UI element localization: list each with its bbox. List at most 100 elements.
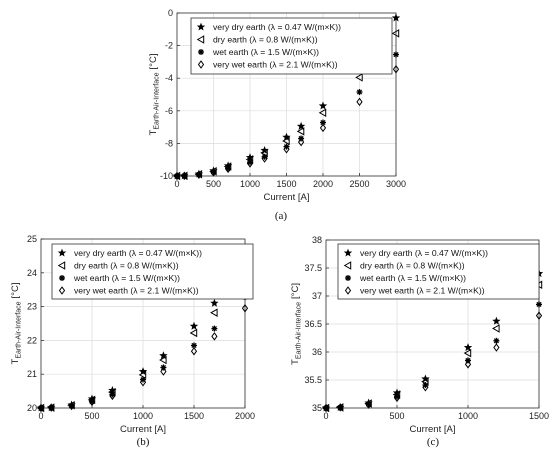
y-tick-label: -10 <box>160 171 173 181</box>
asterisk-core <box>49 406 53 410</box>
y-tick-label: 0 <box>168 8 173 18</box>
data-point-triangle-left <box>138 370 147 380</box>
panel-caption: (a) <box>275 210 288 222</box>
data-point-diamond <box>493 343 500 352</box>
asterisk-core <box>212 170 215 174</box>
x-tick-label: 2000 <box>235 411 255 421</box>
data-point-diamond <box>337 403 344 412</box>
legend-marker-star <box>343 248 353 257</box>
legend: very dry earth (λ = 0.47 W/(m×K)) dry ear… <box>190 17 393 75</box>
data-point-asterisk <box>211 325 218 332</box>
legend-box <box>190 17 393 75</box>
x-axis-label: Current [A] <box>264 192 310 203</box>
x-tick-label: 1500 <box>184 411 204 421</box>
data-point-diamond <box>319 123 327 133</box>
legend-entry: very dry earth (λ = 0.47 W/(m×K)) <box>360 248 488 258</box>
asterisk-core <box>213 327 216 330</box>
data-point-asterisk <box>393 51 399 58</box>
data-point-triangle-left <box>318 108 327 118</box>
data-point-diamond <box>365 400 372 409</box>
asterisk-core <box>197 173 201 176</box>
legend-marker-asterisk <box>59 275 65 281</box>
legend-entry: dry earth (λ = 0.8 W/(m×K)) <box>213 35 318 45</box>
y-axis-label-subscript: Earth-Air-Interface <box>296 302 303 359</box>
legend-entry: very wet earth (λ = 2.1 W/(m×K)) <box>74 286 199 296</box>
y-tick-label: 25 <box>27 234 37 244</box>
asterisk-core <box>324 406 328 410</box>
data-point-star <box>282 132 291 141</box>
y-tick-label: 23 <box>27 302 37 312</box>
y-tick-label: 24 <box>27 268 37 278</box>
y-axis-label: TEarth-Air-Interface [°C] <box>148 54 161 136</box>
asterisk-core <box>60 276 64 280</box>
asterisk-core <box>182 174 186 178</box>
y-tick-label: 36 <box>312 347 322 357</box>
panel-caption: (b) <box>137 436 150 448</box>
y-tick-label: 35 <box>312 403 322 413</box>
data-point-diamond <box>195 170 203 179</box>
y-tick-label: 36.5 <box>304 319 322 329</box>
y-tick-label: 35.5 <box>304 375 322 385</box>
data-point-star <box>159 351 168 360</box>
data-point-triangle-left <box>492 324 500 333</box>
data-point-diamond <box>190 346 198 356</box>
legend: very dry earth (λ = 0.47 W/(m×K)) dry ear… <box>51 243 254 300</box>
legend-entry: very dry earth (λ = 0.47 W/(m×K)) <box>74 248 202 258</box>
y-axis-label: TEarth-Air-Interface [°C] <box>290 283 303 365</box>
y-axis-label-main: T <box>148 129 159 135</box>
y-tick-label: 22 <box>27 335 37 345</box>
legend-entry: wet earth (λ = 1.5 W/(m×K)) <box>359 273 466 283</box>
legend-entry: dry earth (λ = 0.8 W/(m×K)) <box>360 261 465 271</box>
data-point-triangle-left <box>391 29 400 38</box>
y-tick-label: -8 <box>165 138 173 148</box>
x-tick-label: 0 <box>323 411 328 421</box>
data-point-diamond <box>88 397 96 407</box>
data-point-triangle-left <box>463 348 472 358</box>
legend-marker-triangle-left <box>196 35 205 44</box>
asterisk-core <box>39 406 43 410</box>
data-point-diamond <box>297 137 305 147</box>
data-point-diamond <box>210 168 217 177</box>
data-point-diamond <box>535 311 543 320</box>
data-point-asterisk <box>493 337 500 344</box>
y-axis-label-main: T <box>290 359 301 365</box>
legend-entry: wet earth (λ = 1.5 W/(m×K)) <box>73 273 180 283</box>
data-point-star <box>421 374 430 383</box>
legend-marker-diamond <box>58 286 66 295</box>
data-point-diamond <box>109 391 116 401</box>
asterisk-core <box>175 174 179 178</box>
chart-panel-a: 0 500 1000 1500 2000 2500 3000 -10 -8 -6 -4 -2 0 Curr… <box>148 8 406 222</box>
asterisk-core <box>338 406 342 409</box>
data-point-star <box>492 316 501 325</box>
x-tick-label: 3000 <box>386 179 406 189</box>
data-point-diamond <box>173 171 181 181</box>
asterisk-core <box>367 402 370 406</box>
data-point-diamond <box>224 164 232 174</box>
data-point-diamond <box>160 367 167 376</box>
asterisk-core <box>495 339 498 343</box>
data-point-star <box>138 367 148 376</box>
asterisk-core <box>226 166 230 170</box>
y-axis-label-unit: [°C] <box>148 54 159 70</box>
chart-panel-c: 0 500 1000 1500 35 35.5 36 36.5 37 37.5 38 Current … <box>290 235 549 448</box>
data-point-diamond <box>464 360 472 369</box>
data-point-triangle-left <box>296 127 305 136</box>
data-point-diamond <box>261 154 268 163</box>
data-point-diamond <box>37 403 45 413</box>
data-point-star <box>210 298 219 307</box>
series-diamond <box>322 311 543 413</box>
legend-marker-triangle-left <box>57 261 66 270</box>
y-axis-label-main: T <box>10 358 21 364</box>
legend-marker-diamond <box>197 60 205 69</box>
y-axis-label-unit: [°C] <box>290 283 301 299</box>
data-point-diamond <box>322 403 330 413</box>
legend-entry: very wet earth (λ = 2.1 W/(m×K)) <box>360 286 485 296</box>
asterisk-core <box>321 121 325 124</box>
x-tick-label: 2000 <box>313 179 333 189</box>
data-point-triangle-left <box>159 355 167 365</box>
data-point-diamond <box>68 401 75 411</box>
y-tick-label: 37 <box>312 291 322 301</box>
data-point-diamond <box>356 97 363 107</box>
data-point-diamond <box>211 332 218 341</box>
y-tick-label: 21 <box>27 369 37 379</box>
